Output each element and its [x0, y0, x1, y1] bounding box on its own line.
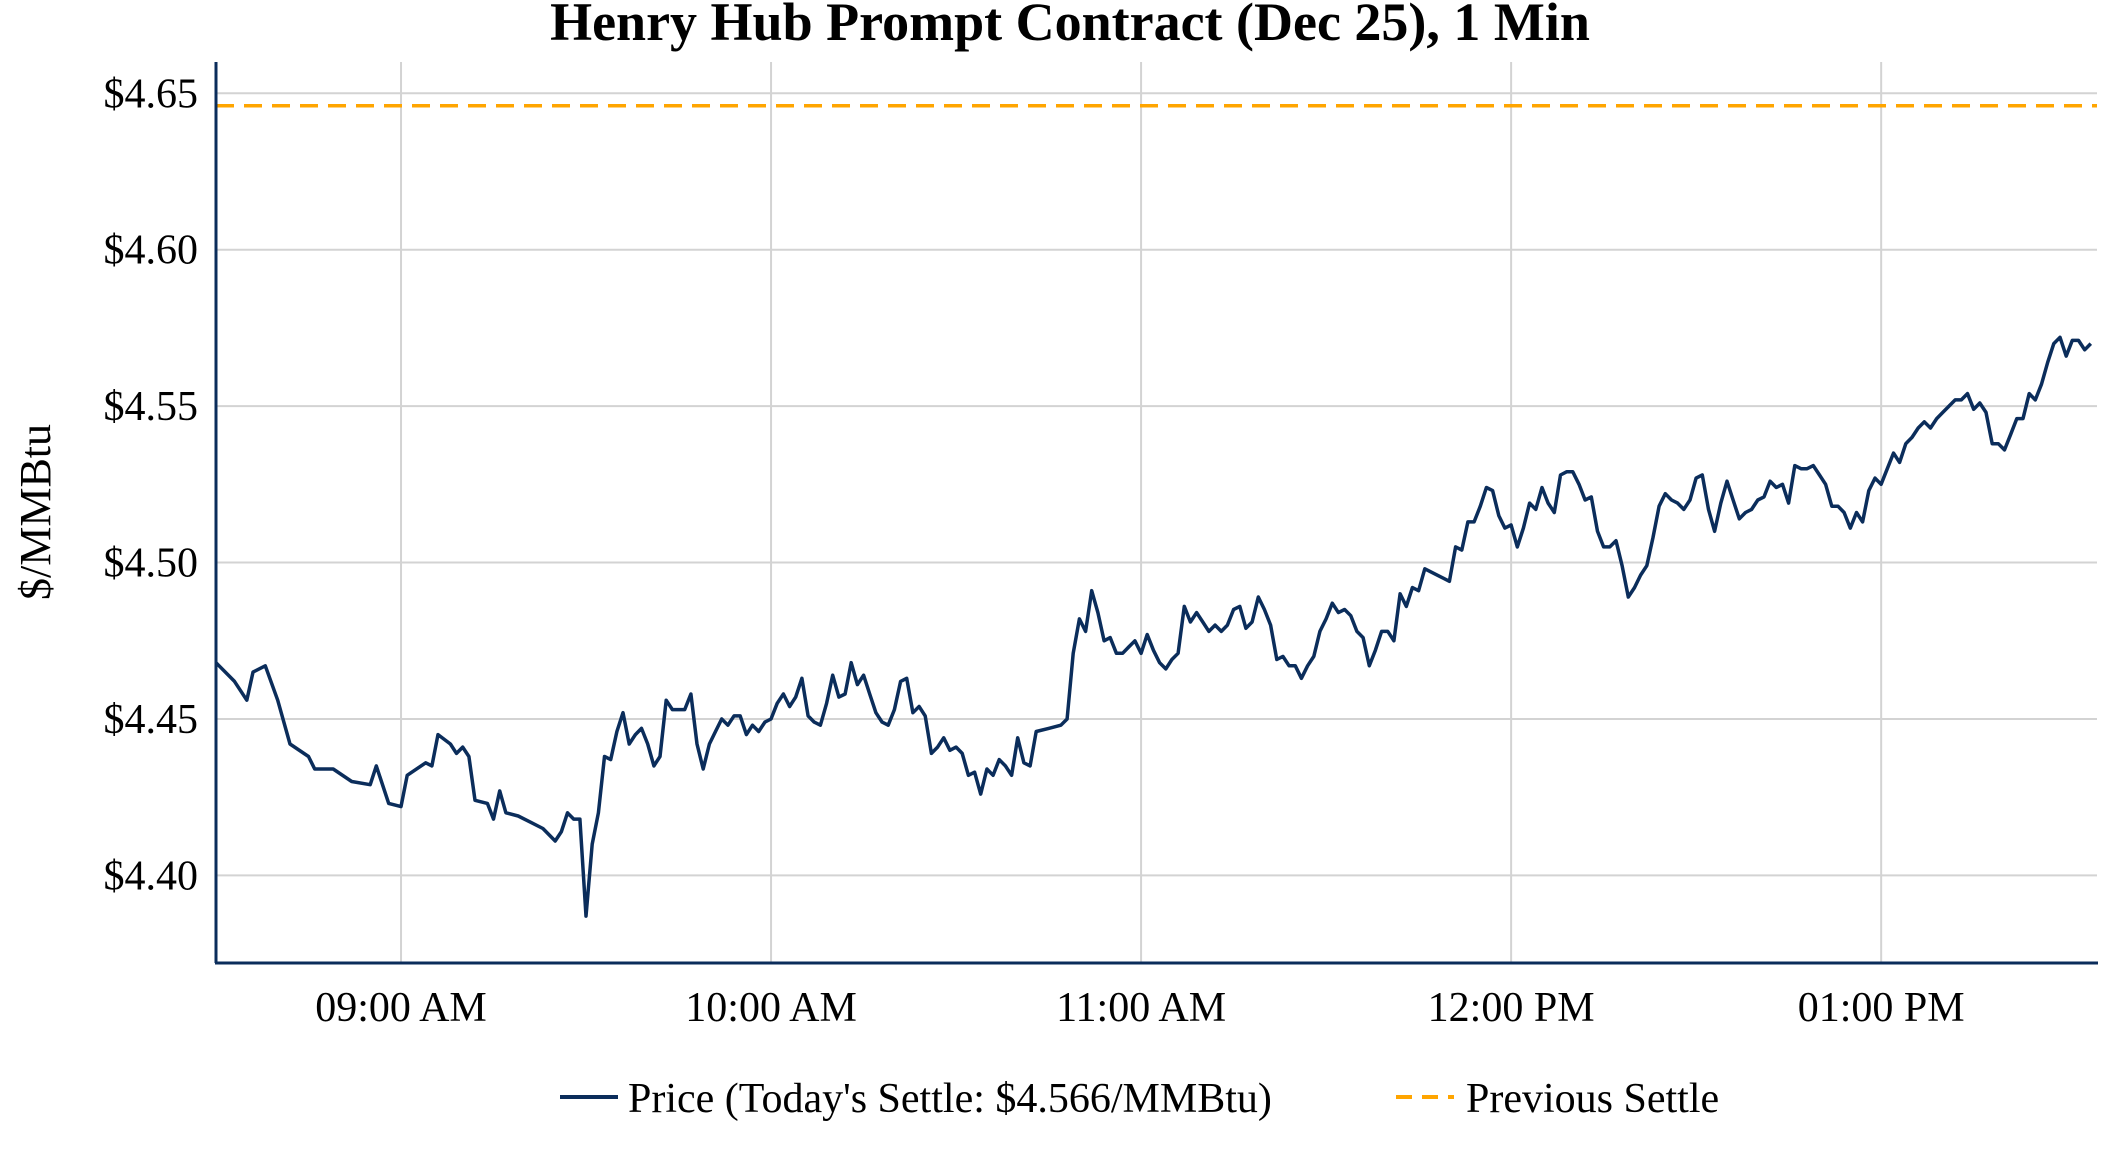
legend-price-label: Price (Today's Settle: $4.566/MMBtu) — [628, 1076, 1272, 1122]
price-series-line — [214, 335, 2093, 918]
x-tick-label: 12:00 PM — [1428, 985, 1595, 1031]
x-tick-label: 01:00 PM — [1798, 985, 1965, 1031]
y-axis-ticks: $4.40 $4.45 $4.50 $4.55 $4.60 $4.65 — [104, 71, 199, 899]
chart-title: Henry Hub Prompt Contract (Dec 25), 1 Mi… — [550, 0, 1590, 52]
y-tick-label: $4.65 — [104, 71, 199, 117]
y-axis-label: $/MMBtu — [11, 424, 60, 600]
y-tick-label: $4.55 — [104, 384, 199, 430]
x-axis-ticks: 09:00 AM 10:00 AM 11:00 AM 12:00 PM 01:00 PM — [315, 985, 1964, 1031]
y-tick-label: $4.45 — [104, 697, 199, 743]
y-tick-label: $4.60 — [104, 228, 199, 274]
y-tick-label: $4.40 — [104, 853, 199, 899]
legend-previous-settle-label: Previous Settle — [1466, 1076, 1719, 1122]
x-tick-label: 11:00 AM — [1056, 985, 1226, 1031]
legend: Price (Today's Settle: $4.566/MMBtu) Pre… — [560, 1076, 1719, 1122]
x-tick-label: 09:00 AM — [315, 985, 487, 1031]
gridlines — [216, 62, 2097, 963]
x-tick-label: 10:00 AM — [685, 985, 857, 1031]
y-tick-label: $4.50 — [104, 541, 199, 587]
